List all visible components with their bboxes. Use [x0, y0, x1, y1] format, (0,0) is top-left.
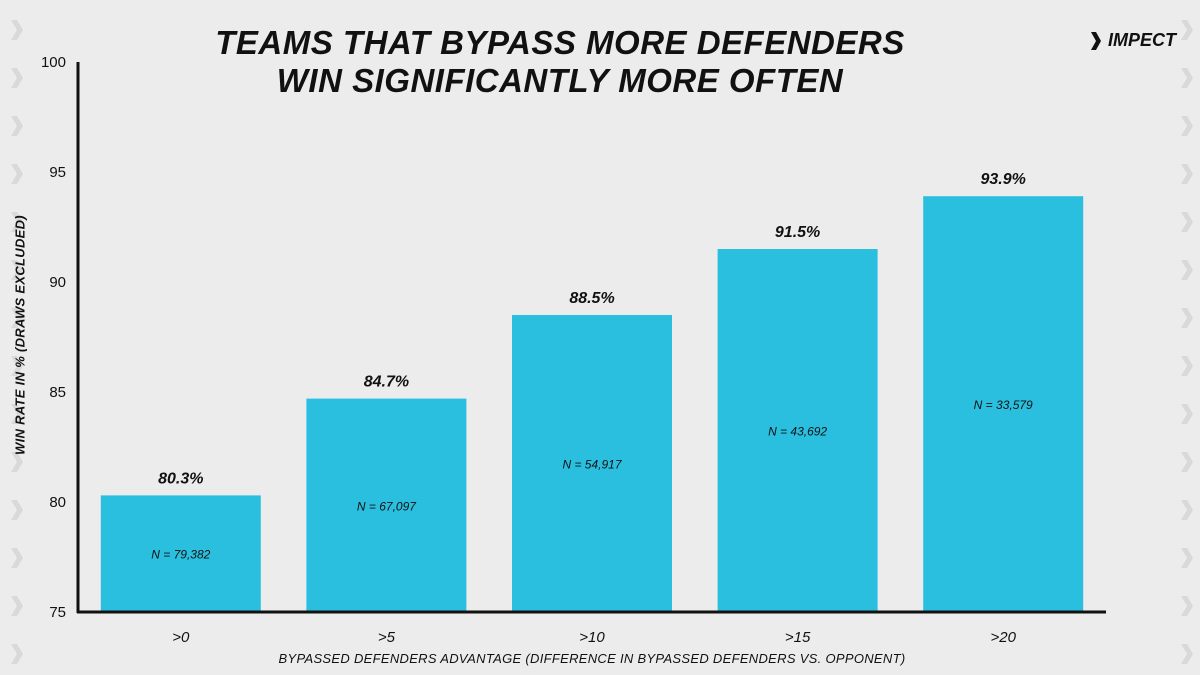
y-axis-label: WIN RATE IN % (DRAWS EXCLUDED) [12, 215, 28, 455]
background-chevron-icon [11, 452, 23, 472]
background-chevron-icon [11, 548, 23, 568]
background-chevron-icon [11, 644, 23, 664]
bar [100, 495, 261, 612]
background-chevron-icon [1181, 308, 1193, 328]
background-chevron-icon [1181, 644, 1193, 664]
bar [923, 196, 1084, 612]
background-chevron-icon [1181, 500, 1193, 520]
background-chevron-icon [1181, 548, 1193, 568]
x-tick-label: >10 [579, 629, 605, 646]
background-chevron-icon [1181, 356, 1193, 376]
x-axis-label: BYPASSED DEFENDERS ADVANTAGE (DIFFERENCE… [278, 651, 906, 666]
bar-value-label: 84.7% [364, 374, 409, 391]
background-chevron-icon [11, 164, 23, 184]
bar-value-label: 91.5% [775, 224, 820, 241]
bar-sample-size-label: N = 79,382 [151, 548, 210, 562]
x-tick-label: >5 [378, 629, 396, 646]
x-tick-label: >0 [172, 629, 190, 646]
bar-sample-size-label: N = 54,917 [562, 458, 622, 472]
background-chevron-icon [11, 356, 23, 376]
bar-value-label: 93.9% [981, 171, 1026, 188]
background-chevron-icon [1181, 212, 1193, 232]
y-tick-label: 90 [49, 274, 66, 291]
bar-value-label: 88.5% [569, 290, 614, 307]
background-chevron-icon [11, 260, 23, 280]
y-tick-label: 95 [49, 164, 66, 181]
background-chevron-icon [1181, 116, 1193, 136]
y-tick-label: 75 [49, 604, 66, 621]
chart-title: TEAMS THAT BYPASS MORE DEFENDERS WIN SIG… [200, 24, 920, 100]
x-tick-label: >15 [785, 629, 811, 646]
x-tick-label: >20 [990, 629, 1016, 646]
bar-value-label: 80.3% [158, 470, 203, 487]
background-chevron-icon [11, 116, 23, 136]
background-chevron-icon [1181, 20, 1193, 40]
background-chevron-icon [11, 308, 23, 328]
y-tick-label: 85 [49, 384, 66, 401]
bar [306, 398, 467, 612]
chart-title-line-2: WIN SIGNIFICANTLY MORE OFTEN [276, 62, 844, 99]
bar-sample-size-label: N = 33,579 [974, 398, 1033, 412]
bar-sample-size-label: N = 43,692 [768, 425, 827, 439]
background-chevron-icon [1181, 596, 1193, 616]
background-chevron-icon [1181, 260, 1193, 280]
y-tick-label: 80 [49, 494, 66, 511]
background-chevron-icon [11, 596, 23, 616]
chart-title-line-1: TEAMS THAT BYPASS MORE DEFENDERS [215, 24, 905, 61]
logo-chevron-icon [1090, 31, 1101, 50]
background-chevron-icon [1181, 164, 1193, 184]
impect-logo: IMPECT [1090, 30, 1176, 51]
background-chevron-icon [1181, 452, 1193, 472]
background-chevron-icon [11, 500, 23, 520]
background-chevron-icon [1181, 404, 1193, 424]
background-chevron-icon [11, 20, 23, 40]
background-chevron-icon [1181, 68, 1193, 88]
background-chevron-icon [11, 212, 23, 232]
bar [512, 315, 672, 612]
bar [717, 249, 878, 612]
y-tick-label: 100 [41, 54, 66, 71]
background-chevron-icon [11, 68, 23, 88]
background-chevron-icon [11, 404, 23, 424]
bar-sample-size-label: N = 67,097 [357, 499, 417, 513]
logo-text: IMPECT [1107, 30, 1176, 50]
